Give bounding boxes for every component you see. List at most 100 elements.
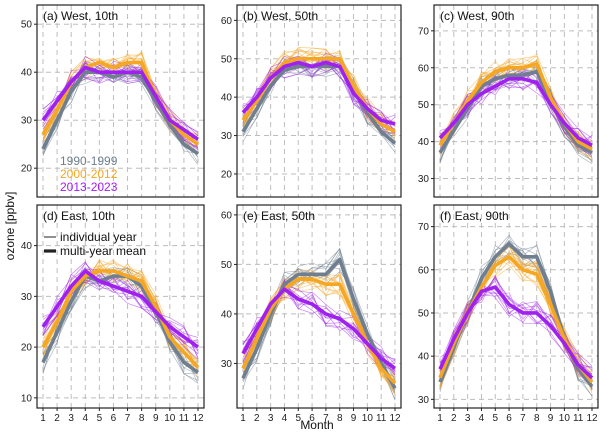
y-tick-label: 30 bbox=[221, 359, 233, 370]
x-tick-label: 12 bbox=[192, 413, 204, 424]
panel-frame bbox=[36, 4, 205, 198]
y-tick-label: 50 bbox=[221, 54, 233, 65]
x-tick-label: 3 bbox=[465, 413, 471, 424]
individual-year-line bbox=[242, 58, 396, 149]
individual-year-line bbox=[42, 63, 199, 158]
mean-line-2013-2023 bbox=[438, 285, 594, 380]
mean-line-1990-1999 bbox=[41, 70, 200, 156]
individual-year-line bbox=[439, 280, 593, 389]
y-tick-label: 70 bbox=[418, 222, 430, 233]
y-tick-label: 60 bbox=[418, 63, 430, 74]
y-tick-label: 20 bbox=[221, 169, 233, 180]
panel-title: (f) East, 90th bbox=[440, 209, 509, 223]
panel-frame bbox=[433, 4, 599, 198]
x-tick-label: 11 bbox=[376, 413, 387, 424]
individual-year-line bbox=[42, 267, 199, 369]
x-tick-label: 8 bbox=[337, 413, 343, 424]
y-tick-label: 50 bbox=[221, 260, 233, 271]
x-tick-label: 6 bbox=[506, 413, 512, 424]
y-tick-label: 40 bbox=[21, 68, 33, 79]
mean-line-2013-2023 bbox=[41, 269, 200, 349]
x-tick-label: 10 bbox=[164, 413, 176, 424]
x-tick-label: 5 bbox=[492, 413, 498, 424]
individual-year-line bbox=[439, 78, 593, 148]
x-tick-label: 12 bbox=[586, 413, 598, 424]
y-tick-label: 50 bbox=[21, 20, 33, 31]
x-tick-label: 4 bbox=[282, 413, 288, 424]
legend-period-2000-2012: 2000-2012 bbox=[60, 167, 118, 181]
individual-year-line bbox=[439, 57, 593, 156]
mean-line-2013-2023 bbox=[41, 65, 200, 141]
individual-year-line bbox=[439, 283, 593, 374]
panel-1: (a) West, 10th 20 30 40 50 bbox=[21, 4, 205, 198]
individual-year-line bbox=[242, 64, 396, 125]
x-tick-label: 2 bbox=[451, 413, 457, 424]
mean-line-1990-1999 bbox=[241, 64, 397, 145]
y-tick-label: 40 bbox=[418, 352, 430, 363]
y-tick-label: 60 bbox=[221, 16, 233, 27]
x-tick-label: 11 bbox=[573, 413, 584, 424]
y-tick-label: 20 bbox=[21, 164, 33, 175]
x-tick-label: 1 bbox=[40, 413, 46, 424]
individual-year-line bbox=[242, 65, 396, 137]
mean-line-2013-2023 bbox=[241, 287, 397, 370]
y-tick-label: 60 bbox=[221, 210, 233, 221]
x-tick-label: 3 bbox=[68, 413, 74, 424]
x-tick-label: 10 bbox=[362, 413, 374, 424]
mean-line-2013-2023 bbox=[438, 77, 593, 147]
y-tick-label: 30 bbox=[221, 131, 233, 142]
legend-line-label: multi-year mean bbox=[60, 244, 146, 258]
individual-year-line bbox=[242, 52, 396, 120]
x-tick-label: 1 bbox=[240, 413, 246, 424]
mean-line-1990-1999 bbox=[438, 69, 593, 155]
legend-line-label: individual year bbox=[60, 230, 137, 244]
x-tick-label: 5 bbox=[295, 413, 301, 424]
panel-frame bbox=[236, 204, 402, 409]
x-tick-label: 6 bbox=[309, 413, 315, 424]
x-tick-label: 8 bbox=[139, 413, 145, 424]
x-tick-label: 3 bbox=[268, 413, 274, 424]
mean-line-1990-1999 bbox=[41, 274, 200, 374]
x-tick-label: 11 bbox=[179, 413, 190, 424]
y-axis-label: ozone [ppbv] bbox=[3, 192, 17, 261]
individual-year-line bbox=[242, 58, 396, 148]
x-tick-label: 7 bbox=[520, 413, 526, 424]
mean-line-1990-1999 bbox=[241, 257, 397, 390]
panel-frame bbox=[433, 204, 599, 409]
x-tick-label: 1 bbox=[437, 413, 443, 424]
y-tick-label: 40 bbox=[221, 93, 233, 104]
x-tick-label: 9 bbox=[351, 413, 357, 424]
panel-3: (c) West, 90th 30 40 50 60 70 bbox=[418, 4, 599, 198]
x-tick-label: 9 bbox=[153, 413, 159, 424]
panel-title: (e) East, 50th bbox=[243, 209, 315, 223]
y-tick-label: 50 bbox=[418, 100, 430, 111]
y-tick-label: 40 bbox=[221, 309, 233, 320]
x-tick-label: 9 bbox=[548, 413, 554, 424]
x-tick-label: 2 bbox=[254, 413, 260, 424]
x-axis-label: Month bbox=[300, 418, 333, 432]
individual-year-line bbox=[42, 276, 199, 384]
panel-frame bbox=[36, 204, 205, 409]
x-tick-label: 12 bbox=[389, 413, 401, 424]
x-tick-label: 6 bbox=[111, 413, 117, 424]
y-tick-label: 10 bbox=[21, 393, 33, 404]
y-tick-label: 40 bbox=[418, 137, 430, 148]
legend-period-2013-2023: 2013-2023 bbox=[60, 180, 118, 194]
y-tick-label: 30 bbox=[418, 395, 430, 406]
panel-title: (d) East, 10th bbox=[43, 209, 115, 223]
individual-year-line bbox=[242, 60, 396, 144]
panel-frame bbox=[236, 4, 402, 198]
panel-2: (b) West, 50th 20 30 40 50 60 bbox=[221, 4, 402, 198]
y-tick-label: 60 bbox=[418, 265, 430, 276]
y-tick-label: 70 bbox=[418, 26, 430, 37]
x-tick-label: 10 bbox=[559, 413, 571, 424]
panels: (a) West, 10th 20 30 40 50 (b) West, 50th 20 30… bbox=[21, 4, 599, 424]
y-tick-label: 30 bbox=[418, 174, 430, 185]
y-tick-label: 40 bbox=[21, 241, 33, 252]
y-tick-label: 20 bbox=[21, 343, 33, 354]
